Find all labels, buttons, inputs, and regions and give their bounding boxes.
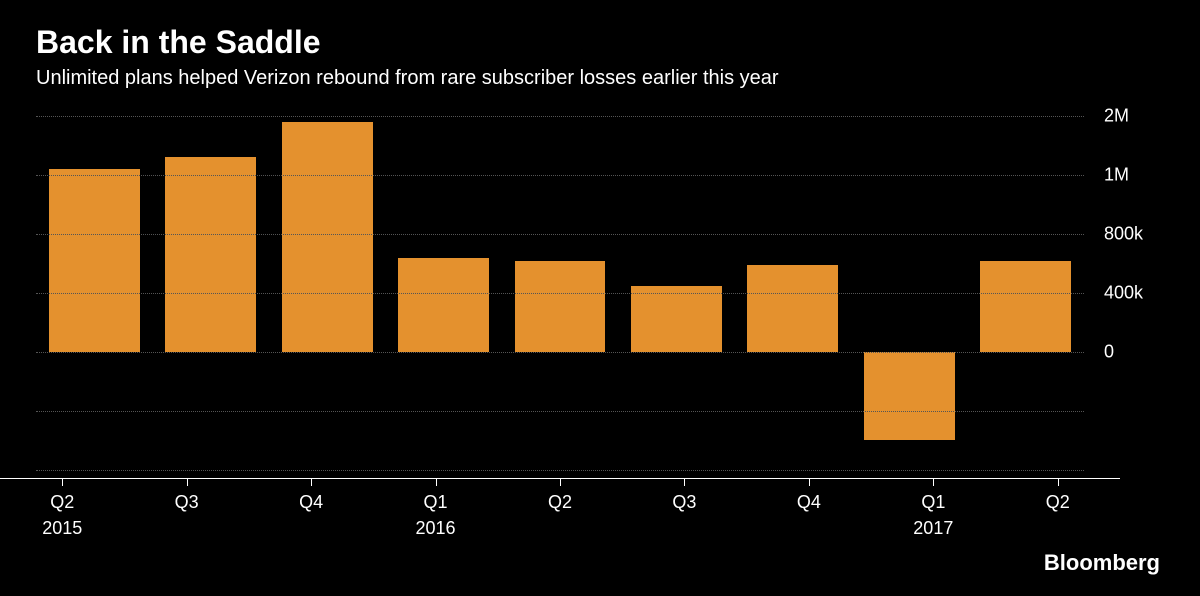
y-tick-label: 800k	[1094, 223, 1164, 244]
grid-line	[36, 411, 1084, 412]
x-tick-mark	[311, 478, 312, 486]
bars-layer	[36, 110, 1084, 470]
x-tick-mark	[560, 478, 561, 486]
x-tick-quarter-label: Q1	[903, 492, 963, 513]
y-tick-label: 0	[1094, 341, 1164, 362]
grid-line	[36, 116, 1084, 117]
grid-line	[36, 470, 1084, 471]
y-tick-label: 1M	[1094, 164, 1164, 185]
chart-plot-wrap: 0400k800k1M2M	[36, 110, 1164, 470]
y-tick-label: 2M	[1094, 105, 1164, 126]
source-attribution: Bloomberg	[1044, 550, 1160, 576]
x-tick-mark	[62, 478, 63, 486]
plot-area	[36, 110, 1084, 470]
bar	[398, 258, 489, 352]
chart-title: Back in the Saddle	[36, 24, 1164, 61]
y-tick-label: 400k	[1094, 282, 1164, 303]
x-tick-quarter-label: Q2	[32, 492, 92, 513]
bar	[282, 122, 373, 352]
bar	[49, 169, 140, 352]
x-tick-quarter-label: Q2	[1028, 492, 1088, 513]
bar	[747, 265, 838, 352]
x-tick-mark	[809, 478, 810, 486]
grid-line	[36, 175, 1084, 176]
chart-container: Back in the Saddle Unlimited plans helpe…	[0, 0, 1200, 596]
x-tick-quarter-label: Q1	[406, 492, 466, 513]
x-tick-mark	[933, 478, 934, 486]
x-tick-mark	[436, 478, 437, 486]
bar	[864, 352, 955, 441]
x-tick-quarter-label: Q3	[654, 492, 714, 513]
x-tick-year-label: 2017	[903, 518, 963, 539]
bar	[165, 157, 256, 352]
x-tick-quarter-label: Q4	[779, 492, 839, 513]
x-tick-quarter-label: Q4	[281, 492, 341, 513]
grid-line	[36, 352, 1084, 353]
x-tick-mark	[187, 478, 188, 486]
grid-line	[36, 234, 1084, 235]
x-tick-quarter-label: Q3	[157, 492, 217, 513]
x-tick-mark	[684, 478, 685, 486]
x-tick-quarter-label: Q2	[530, 492, 590, 513]
bar	[980, 261, 1071, 352]
x-tick-mark	[1058, 478, 1059, 486]
grid-line	[36, 293, 1084, 294]
x-tick-year-label: 2015	[32, 518, 92, 539]
x-axis-ticks: Q2 2015 Q3 Q4 Q1 2016 Q2 Q3 Q4 Q1 2017 Q2	[0, 478, 1120, 538]
chart-subtitle: Unlimited plans helped Verizon rebound f…	[36, 67, 1164, 90]
bar	[515, 261, 606, 352]
bar	[631, 286, 722, 352]
x-tick-year-label: 2016	[406, 518, 466, 539]
